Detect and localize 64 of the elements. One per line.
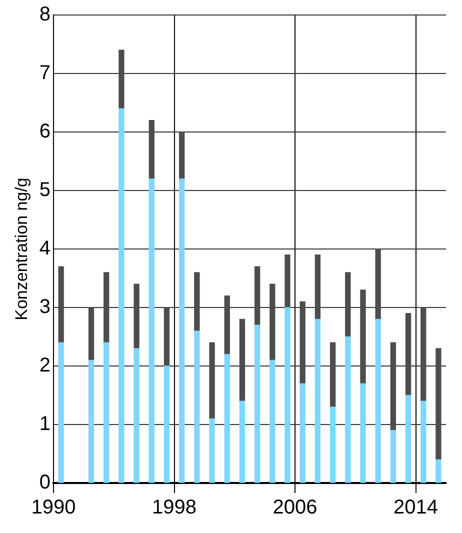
- y-tick-label: 7: [39, 62, 51, 84]
- bar: [284, 307, 290, 483]
- bar: [270, 284, 276, 360]
- bar: [134, 284, 140, 349]
- bar: [224, 295, 230, 355]
- x-tick-label: 1990: [31, 496, 76, 519]
- bar: [405, 313, 412, 396]
- bar: [330, 406, 336, 483]
- bar: [164, 307, 170, 366]
- bar: [390, 342, 396, 431]
- bar: [118, 50, 124, 109]
- bar: [104, 272, 110, 343]
- bar: [254, 324, 260, 483]
- bar: [224, 354, 230, 483]
- bar: [209, 342, 215, 419]
- bar: [58, 342, 64, 483]
- bar: [345, 336, 351, 483]
- bar: [134, 348, 140, 483]
- bar: [164, 366, 170, 483]
- bar: [405, 394, 412, 483]
- bar: [270, 360, 276, 483]
- bar: [360, 383, 366, 483]
- y-tick-label: 3: [39, 296, 51, 318]
- bar: [345, 272, 351, 338]
- bar: [148, 120, 154, 180]
- bar: [390, 430, 396, 483]
- bar: [314, 254, 321, 320]
- bar: [360, 290, 366, 384]
- bar: [300, 383, 306, 483]
- bar: [194, 330, 200, 483]
- x-tick-label: 2014: [394, 496, 438, 519]
- bar: [194, 272, 200, 332]
- y-tick-label: 8: [39, 4, 51, 26]
- bar: [179, 178, 185, 483]
- y-tick-label: 4: [39, 238, 51, 260]
- y-tick-label: 0: [39, 472, 51, 494]
- y-tick-label: 1: [39, 413, 51, 436]
- bar: [420, 400, 426, 483]
- bar: [118, 108, 124, 483]
- bar: [330, 342, 336, 408]
- x-tick-label: 2006: [272, 496, 318, 519]
- bar: [420, 307, 426, 402]
- bar: [239, 318, 246, 402]
- bar: [300, 301, 306, 384]
- bar: [254, 266, 260, 326]
- y-tick-label: 5: [39, 179, 51, 202]
- y-axis-title: Konzentration ng/g: [12, 178, 31, 320]
- y-tick-label: 2: [39, 354, 51, 377]
- bar: [179, 132, 185, 180]
- y-tick-label: 6: [39, 120, 51, 143]
- bar: [88, 360, 94, 483]
- bar: [375, 248, 381, 320]
- bar: [436, 348, 442, 460]
- bar: [88, 307, 94, 360]
- bar: [284, 254, 290, 308]
- x-tick-label: 1998: [152, 496, 197, 519]
- bar: [239, 400, 246, 483]
- bar: [209, 418, 215, 483]
- bar: [104, 342, 110, 483]
- bar: [314, 318, 321, 483]
- bar: [375, 318, 381, 483]
- bar: [58, 266, 64, 343]
- bar: [436, 459, 442, 483]
- bar: [148, 178, 154, 483]
